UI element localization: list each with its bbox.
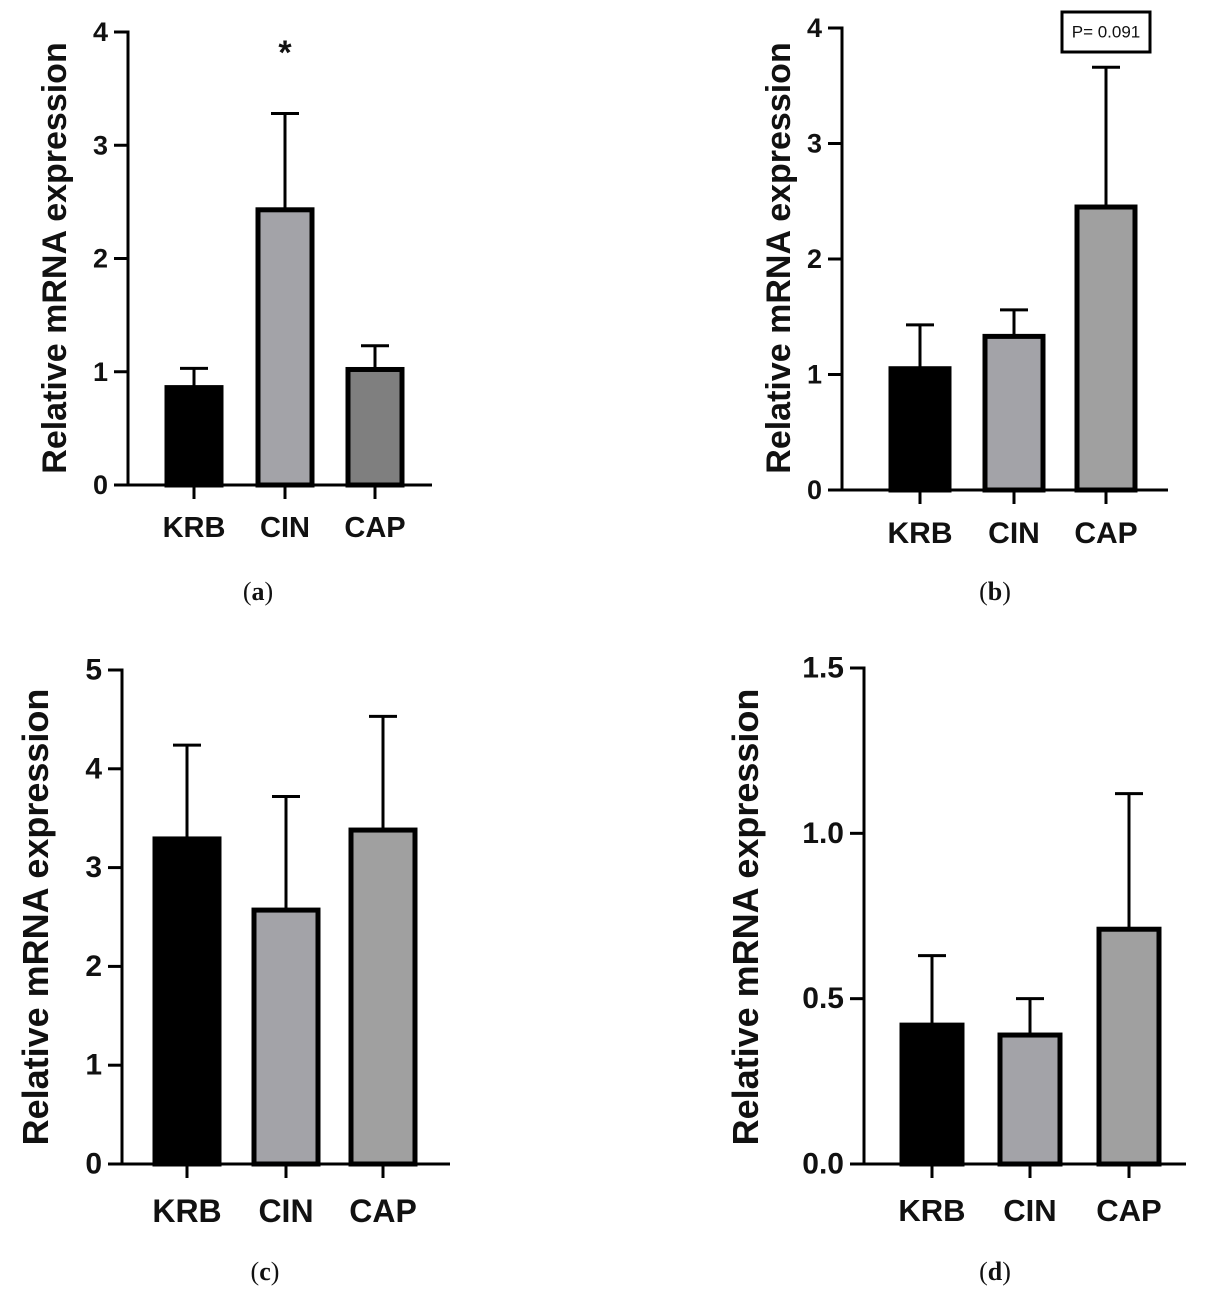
panel-label-open: ( [979, 1257, 988, 1286]
y-tick-label: 3 [807, 129, 822, 159]
panel-label: (d) [979, 1257, 1011, 1286]
p-value-label: P= 0.091 [1072, 23, 1141, 42]
bar-cin [997, 1032, 1063, 1167]
category-label-krb: KRB [898, 1193, 965, 1228]
y-tick-label: 2 [85, 950, 102, 983]
bar-cap [345, 366, 405, 488]
chart-panel-a: 0 1 2 3 4 KRB CIN CAP Relative mRNA expression * (… [36, 17, 432, 606]
y-tick-label: 0.5 [802, 982, 844, 1015]
category-label-cin: CIN [1003, 1193, 1056, 1228]
y-tick-label: 0 [93, 470, 108, 500]
bar-krb [152, 836, 222, 1167]
panel-label-letter: d [988, 1257, 1003, 1286]
panel-label-open: ( [251, 1257, 260, 1286]
category-label-cin: CIN [260, 512, 310, 544]
significance-star: * [278, 34, 292, 72]
y-axis-title: Relative mRNA expression [760, 42, 798, 473]
panel-label: (a) [243, 577, 273, 606]
category-label-cap: CAP [1096, 1193, 1161, 1228]
y-tick-label: 4 [85, 752, 102, 785]
panel-label: (b) [979, 577, 1011, 606]
y-tick-label: 0 [807, 475, 822, 505]
y-tick-label: 1.5 [802, 652, 844, 685]
bar-krb [164, 385, 224, 488]
bar-krb [888, 366, 952, 493]
bar-cin [982, 333, 1046, 493]
panel-label-open: ( [979, 577, 988, 606]
y-tick-label: 1 [807, 360, 822, 390]
y-tick-label: 1 [93, 357, 108, 387]
panel-label-letter: b [988, 577, 1002, 606]
y-axis-title: Relative mRNA expression [36, 42, 74, 473]
p-value-box [1060, 10, 1152, 54]
chart-panel-b: 0 1 2 3 4 KRB CIN CAP Relative mRNA expression P=… [760, 10, 1168, 606]
category-label-cap: CAP [344, 512, 405, 544]
y-axis-title: Relative mRNA expression [15, 689, 56, 1146]
chart-panel-d: 0.0 0.5 1.0 1.5 KRB CIN CAP Relative mRNA expre… [725, 652, 1186, 1286]
panel-label-letter: c [259, 1257, 271, 1286]
bar-cin [255, 207, 315, 488]
category-label-cap: CAP [349, 1193, 417, 1229]
y-tick-label: 3 [93, 130, 108, 160]
y-tick-label: 2 [807, 244, 822, 274]
y-tick-label: 2 [93, 244, 108, 274]
y-tick-label: 4 [807, 13, 822, 43]
panel-label-close: ) [1002, 577, 1011, 606]
bar-krb [899, 1022, 965, 1167]
y-axis-title: Relative mRNA expression [725, 689, 766, 1146]
panel-label-close: ) [1002, 1257, 1011, 1286]
bar-cap [348, 827, 418, 1167]
category-label-cap: CAP [1074, 517, 1137, 550]
panel-label: (c) [251, 1257, 280, 1286]
category-label-cin: CIN [988, 517, 1040, 550]
y-tick-label: 3 [85, 851, 102, 884]
category-label-cin: CIN [258, 1193, 313, 1229]
y-tick-label: 0 [85, 1148, 102, 1181]
y-tick-label: 1.0 [802, 817, 844, 850]
panel-label-close: ) [265, 577, 274, 606]
panel-label-close: ) [271, 1257, 280, 1286]
y-tick-label: 5 [85, 654, 102, 687]
bar-cin [251, 907, 321, 1167]
y-tick-label: 0.0 [802, 1148, 844, 1181]
category-label-krb: KRB [152, 1193, 221, 1229]
y-tick-label: 1 [85, 1049, 102, 1082]
category-label-krb: KRB [163, 512, 226, 544]
category-label-krb: KRB [888, 517, 953, 550]
bar-cap [1096, 926, 1162, 1167]
bar-cap [1074, 204, 1138, 493]
panel-label-letter: a [252, 577, 265, 606]
panel-label-open: ( [243, 577, 252, 606]
chart-panel-c: 0 1 2 3 4 5 KRB CIN CAP Relative mRNA expression (… [15, 654, 450, 1286]
y-tick-label: 4 [93, 17, 108, 47]
